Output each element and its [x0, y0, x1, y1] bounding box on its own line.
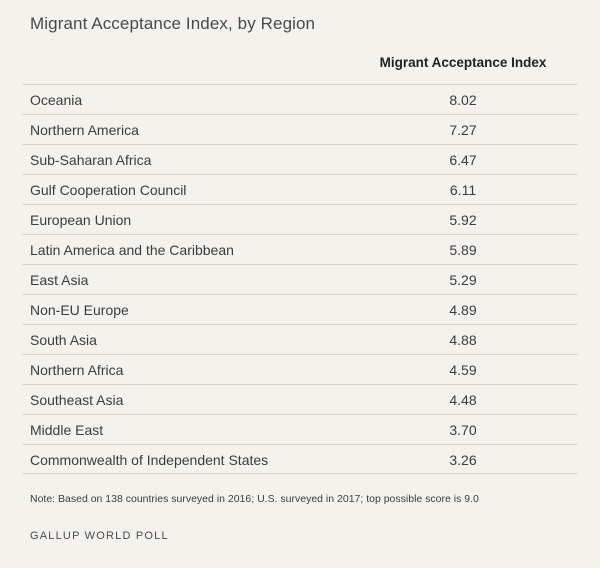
region-label: Oceania	[30, 92, 83, 108]
table-row: East Asia 5.29	[22, 264, 578, 294]
index-value: 5.92	[449, 212, 477, 228]
table-row: Gulf Cooperation Council 6.11	[22, 174, 578, 204]
table-row: Southeast Asia 4.48	[22, 384, 578, 414]
region-label: European Union	[30, 212, 132, 228]
table-row: Oceania 8.02	[22, 84, 578, 114]
table-row: Middle East 3.70	[22, 414, 578, 444]
table-row: Non-EU Europe 4.89	[22, 294, 578, 324]
index-value: 3.26	[449, 452, 477, 468]
index-value: 6.11	[449, 182, 477, 198]
index-value: 5.89	[449, 242, 477, 258]
table-row: Sub-Saharan Africa 6.47	[22, 144, 578, 174]
index-value: 7.27	[449, 122, 477, 138]
table-row: Latin America and the Caribbean 5.89	[22, 234, 578, 264]
region-label: Sub-Saharan Africa	[30, 152, 152, 168]
index-value: 4.48	[449, 392, 477, 408]
index-value: 8.02	[449, 92, 477, 108]
table-row: Northern America 7.27	[22, 114, 578, 144]
region-label: Non-EU Europe	[30, 302, 129, 318]
column-header: Migrant Acceptance Index	[379, 55, 547, 70]
region-label: Northern America	[30, 122, 139, 138]
data-table: Oceania 8.02 Northern America 7.27 Sub-Sahar…	[22, 84, 578, 474]
table-row: Commonwealth of Independent States 3.26	[22, 444, 578, 474]
footnote: Note: Based on 138 countries surveyed in…	[30, 493, 479, 505]
region-label: Latin America and the Caribbean	[30, 242, 234, 258]
index-value: 4.59	[449, 362, 477, 378]
region-label: East Asia	[30, 272, 89, 288]
table-row: European Union 5.92	[22, 204, 578, 234]
region-label: Northern Africa	[30, 362, 124, 378]
region-label: Middle East	[30, 422, 104, 438]
index-value: 3.70	[449, 422, 477, 438]
table-row: South Asia 4.88	[22, 324, 578, 354]
region-label: Southeast Asia	[30, 392, 124, 408]
index-value: 6.47	[449, 152, 477, 168]
index-value: 4.89	[449, 302, 477, 318]
region-label: Commonwealth of Independent States	[30, 452, 269, 468]
chart-title: Migrant Acceptance Index, by Region	[30, 14, 316, 33]
source-label: GALLUP WORLD POLL	[30, 530, 169, 542]
region-label: Gulf Cooperation Council	[30, 182, 187, 198]
region-label: South Asia	[30, 332, 97, 348]
index-value: 4.88	[449, 332, 477, 348]
table-row: Northern Africa 4.59	[22, 354, 578, 384]
index-value: 5.29	[449, 272, 477, 288]
